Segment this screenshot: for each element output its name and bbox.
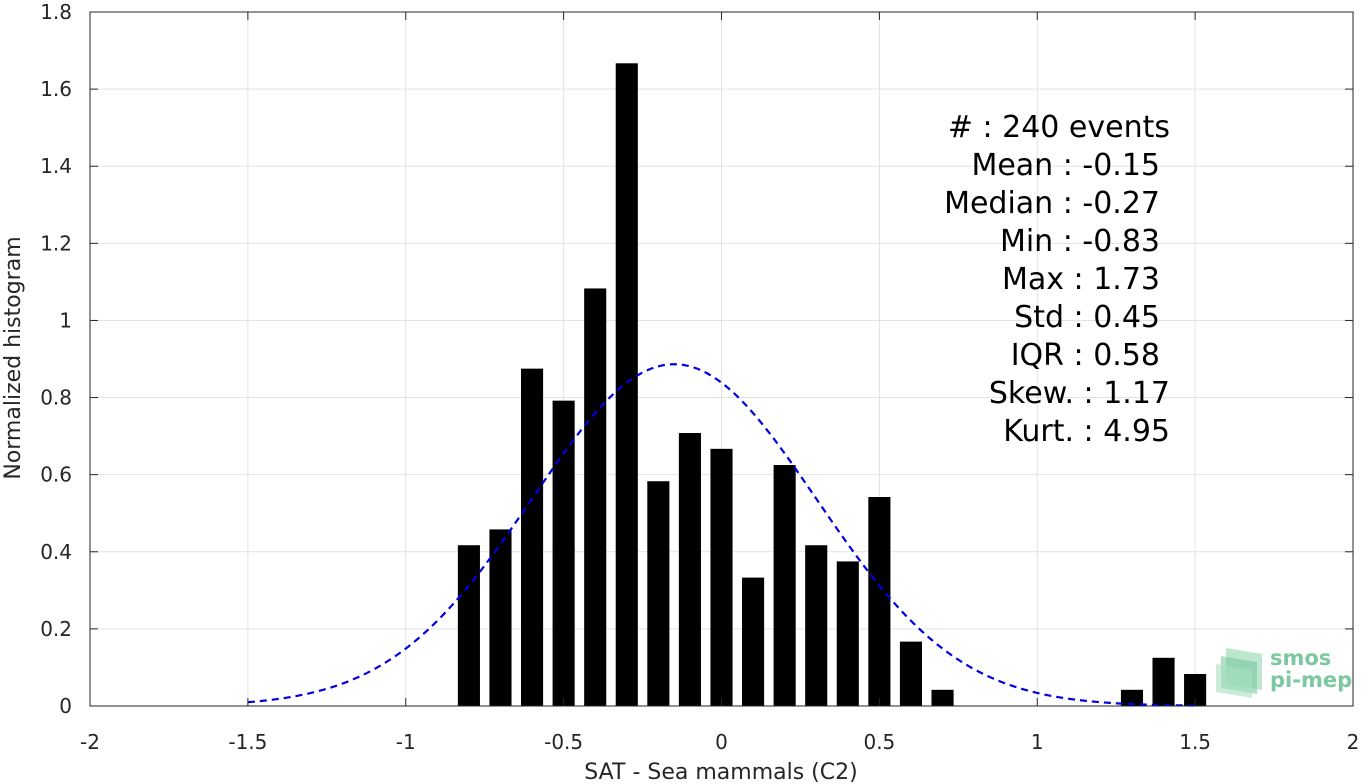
x-axis-title: SAT - Sea mammals (C2) bbox=[584, 760, 857, 784]
x-tick-label: 1 bbox=[1031, 730, 1044, 754]
histogram-bars bbox=[457, 63, 1207, 707]
stat-line: Std : 0.45 bbox=[1014, 300, 1160, 335]
histogram-bar bbox=[1120, 689, 1144, 706]
histogram-bar bbox=[615, 63, 638, 707]
y-tick-label: 0.8 bbox=[40, 386, 72, 410]
y-tick-label: 0.4 bbox=[40, 540, 72, 564]
logo-text-line2: pi-mep bbox=[1270, 668, 1352, 692]
x-tick-label: -1 bbox=[396, 730, 416, 754]
logo-text-line1: smos bbox=[1270, 646, 1331, 670]
y-tick-labels: 0 0.2 0.4 0.6 0.8 1 1.2 1.4 1.6 1.8 bbox=[40, 0, 72, 718]
y-tick-label: 0.2 bbox=[40, 617, 72, 641]
stat-line: Min : -0.83 bbox=[1000, 224, 1160, 259]
x-tick-label: 1.5 bbox=[1179, 730, 1211, 754]
histogram-bar bbox=[647, 481, 670, 706]
histogram-bar bbox=[773, 465, 796, 706]
smos-pi-mep-logo: smos pi-mep bbox=[1216, 646, 1352, 698]
y-tick-label: 1 bbox=[59, 308, 72, 332]
histogram-bar bbox=[584, 288, 607, 706]
stat-line: # : 240 events bbox=[948, 110, 1170, 145]
histogram-bar bbox=[899, 641, 923, 706]
y-tick-label: 1.6 bbox=[40, 77, 72, 101]
histogram-bar bbox=[1152, 657, 1175, 706]
x-tick-labels: -2 -1.5 -1 -0.5 0 0.5 1 1.5 2 bbox=[80, 730, 1359, 754]
stat-line: IQR : 0.58 bbox=[1011, 338, 1160, 373]
y-tick-label: 0.6 bbox=[40, 463, 72, 487]
histogram-bar bbox=[1184, 673, 1207, 706]
histogram-bar bbox=[710, 448, 733, 706]
x-tick-label: 2 bbox=[1347, 730, 1360, 754]
histogram-bar bbox=[931, 689, 954, 706]
stat-line: Max : 1.73 bbox=[1002, 262, 1160, 297]
y-axis-title: Normalized histogram bbox=[1, 236, 26, 479]
histogram-bar bbox=[836, 561, 859, 706]
logo-mark-icon bbox=[1216, 648, 1262, 698]
x-tick-label: -0.5 bbox=[544, 730, 583, 754]
x-tick-label: -1.5 bbox=[228, 730, 267, 754]
stat-line: Mean : -0.15 bbox=[971, 148, 1160, 183]
y-tick-label: 0 bbox=[59, 694, 72, 718]
gaussian-fit-curve bbox=[247, 363, 1196, 707]
stat-line: Median : -0.27 bbox=[944, 186, 1160, 221]
stat-line: Kurt. : 4.95 bbox=[1003, 414, 1170, 449]
histogram-bar bbox=[678, 433, 701, 706]
histogram-bar bbox=[805, 545, 828, 706]
histogram-bar bbox=[552, 400, 575, 706]
y-tick-label: 1.4 bbox=[40, 154, 72, 178]
histogram-bar bbox=[742, 577, 765, 706]
x-tick-label: 0.5 bbox=[863, 730, 895, 754]
x-tick-label: 0 bbox=[715, 730, 728, 754]
histogram-bar bbox=[489, 529, 512, 706]
histogram-bar bbox=[520, 368, 544, 706]
y-tick-label: 1.8 bbox=[40, 0, 72, 24]
histogram-bar bbox=[868, 497, 891, 706]
axes bbox=[89, 11, 1354, 707]
x-tick-label: -2 bbox=[80, 730, 100, 754]
stat-line: Skew. : 1.17 bbox=[989, 376, 1170, 411]
histogram-bar bbox=[457, 545, 480, 706]
y-tick-label: 1.2 bbox=[40, 231, 72, 255]
